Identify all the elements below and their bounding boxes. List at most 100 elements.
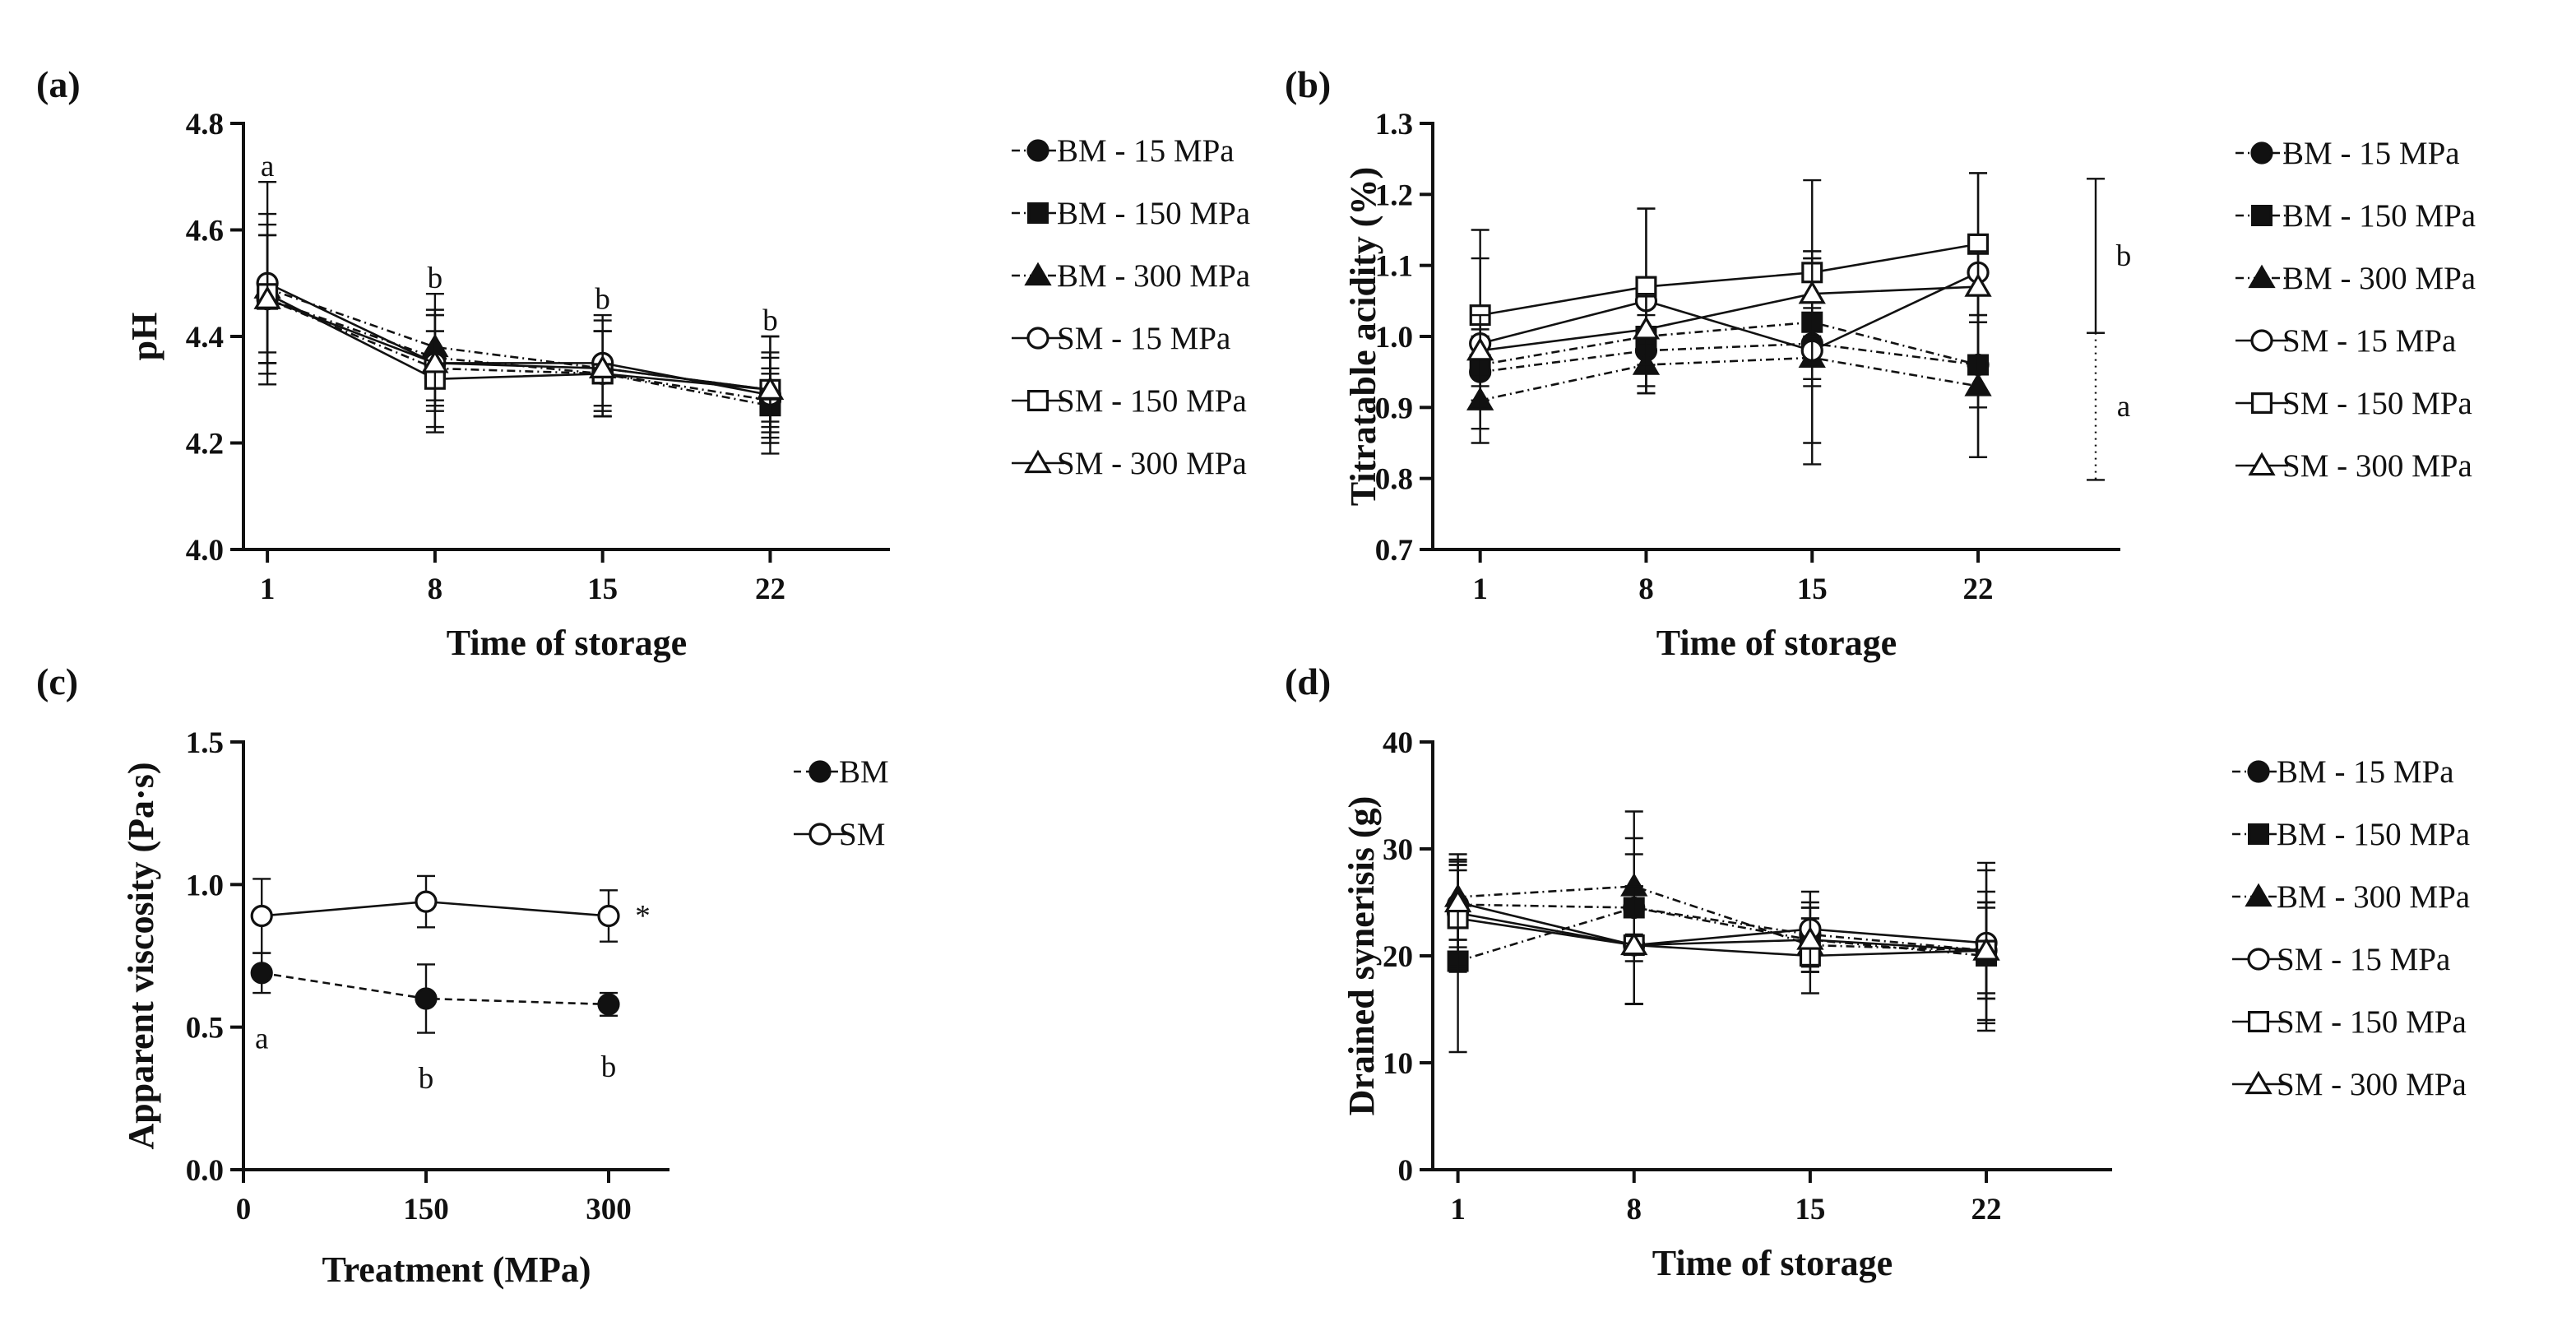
data-point xyxy=(1796,926,1824,950)
series-line xyxy=(266,298,771,392)
legend-marker xyxy=(2248,823,2270,845)
series-bm-150-mpa xyxy=(1447,810,1998,1054)
series-sm-150-mpa xyxy=(1469,172,1990,401)
data-point xyxy=(589,355,617,379)
series-line xyxy=(1480,356,1979,401)
data-point xyxy=(597,993,620,1016)
series-bm-150-mpa xyxy=(257,234,781,439)
x-tick-label: 22 xyxy=(1971,1193,2002,1226)
significance-label: b xyxy=(762,304,778,338)
legend-label: SM - 300 MPa xyxy=(2282,448,2472,484)
legend-item: BM - 15 MPa xyxy=(1012,133,1235,169)
x-tick-label: 150 xyxy=(403,1193,449,1226)
legend-marker xyxy=(1026,390,1049,412)
significance-label: b xyxy=(595,283,610,317)
series-line xyxy=(1457,885,1987,952)
legend-marker xyxy=(2247,948,2270,971)
legend-marker xyxy=(1024,449,1052,474)
x-tick-label: 1 xyxy=(260,573,276,606)
legend-marker xyxy=(2247,760,2270,783)
legend-item: BM - 300 MPa xyxy=(1012,258,1250,294)
y-tick-label: 0.9 xyxy=(1375,392,1413,425)
data-point xyxy=(756,376,785,400)
legend-label: SM - 15 MPa xyxy=(2282,323,2456,359)
legend-item: SM - 15 MPa xyxy=(1012,321,1230,356)
x-axis-label: Time of storage xyxy=(1652,1243,1893,1283)
y-tick-label: 0.7 xyxy=(1375,534,1413,568)
legend-label: BM - 150 MPa xyxy=(1057,196,1250,231)
series-line xyxy=(1457,906,1987,962)
series-sm-300-mpa xyxy=(1466,250,1992,387)
series-sm-300-mpa xyxy=(1443,864,2000,1005)
x-axis-label: Time of storage xyxy=(447,623,687,663)
panel-b: (b) 0.7 0.8 0.9 1.0 1.1 1.2 1.3 1 8 15 22 Time of st… xyxy=(1285,63,2476,663)
series-bm-15-mpa xyxy=(256,234,782,434)
series-line xyxy=(266,282,771,396)
significance-bracket: a xyxy=(2087,332,2130,481)
y-tick-label: 1.2 xyxy=(1375,178,1413,212)
y-tick-label: 4.2 xyxy=(186,428,224,461)
series-bm-15-mpa xyxy=(1469,307,1990,409)
legend-item: SM - 300 MPa xyxy=(2232,1067,2467,1102)
x-axis-label: Treatment (MPa) xyxy=(322,1250,591,1290)
data-point xyxy=(1620,931,1648,956)
legend-item: SM xyxy=(794,817,885,852)
legend-marker xyxy=(2250,141,2273,165)
legend-item: BM - 150 MPa xyxy=(2235,198,2476,234)
y-tick-label: 0 xyxy=(1398,1154,1414,1188)
x-tick-label: 22 xyxy=(755,573,785,606)
legend-marker xyxy=(2248,452,2276,476)
legend-marker xyxy=(2245,1070,2273,1095)
y-tick-label: 1.5 xyxy=(186,726,224,760)
legend-item: SM - 15 MPa xyxy=(2232,942,2450,977)
significance-label: b xyxy=(601,1050,617,1084)
series-sm xyxy=(250,874,620,954)
legend-label: SM - 150 MPa xyxy=(2277,1004,2467,1040)
legend-label: SM - 300 MPa xyxy=(1057,446,1247,481)
data-point xyxy=(250,904,273,928)
significance-label: a xyxy=(261,150,274,183)
legend-label: SM - 150 MPa xyxy=(1057,383,1247,419)
legend-marker xyxy=(808,760,832,783)
series-bm-150-mpa xyxy=(1469,257,1990,458)
legend-marker xyxy=(1026,327,1049,350)
y-tick-label: 0.0 xyxy=(186,1154,224,1188)
panel-letter: (b) xyxy=(1285,63,1331,105)
legend-item: BM - 300 MPa xyxy=(2232,879,2470,915)
series-bm xyxy=(250,952,620,1034)
series-line xyxy=(1480,285,1979,352)
series-line xyxy=(1480,243,1979,317)
y-axis-label: pH xyxy=(124,313,164,361)
y-tick-label: 1.0 xyxy=(1375,321,1413,355)
x-tick-label: 15 xyxy=(1795,1193,1825,1226)
x-tick-label: 15 xyxy=(1797,573,1828,606)
legend-item: BM - 15 MPa xyxy=(2232,754,2454,790)
y-tick-label: 4.4 xyxy=(186,321,224,355)
legend-item: SM - 15 MPa xyxy=(2235,323,2456,359)
legend-marker xyxy=(2251,392,2273,415)
legend-label: SM xyxy=(839,817,885,852)
series-line xyxy=(1457,901,1987,952)
x-tick-label: 300 xyxy=(586,1193,632,1226)
x-axis-label: Time of storage xyxy=(1656,623,1897,663)
bracket-label: a xyxy=(2117,390,2130,424)
bracket-label: b xyxy=(2116,239,2132,273)
y-tick-label: 4.6 xyxy=(186,215,224,248)
data-point xyxy=(1964,373,1992,396)
y-tick-label: 20 xyxy=(1383,940,1413,974)
series-line xyxy=(266,293,771,392)
data-point xyxy=(415,987,438,1010)
legend-marker xyxy=(808,823,832,846)
significance-label: * xyxy=(635,899,651,933)
legend-marker xyxy=(1026,202,1049,225)
data-point xyxy=(250,962,273,985)
panel-c: (c) 0.0 0.5 1.0 1.5 0 150 300 Treatment (MPa) App… xyxy=(36,661,889,1290)
legend-label: BM - 150 MPa xyxy=(2282,198,2476,234)
legend-label: BM - 300 MPa xyxy=(1057,258,1250,294)
legend-label: SM - 15 MPa xyxy=(1057,321,1230,356)
data-point xyxy=(1798,280,1826,304)
x-tick-label: 8 xyxy=(1638,573,1654,606)
legend-label: BM - 15 MPa xyxy=(1057,133,1235,169)
y-axis-label: Drained synerisis (g) xyxy=(1341,796,1382,1116)
legend-label: BM - 300 MPa xyxy=(2282,261,2476,296)
